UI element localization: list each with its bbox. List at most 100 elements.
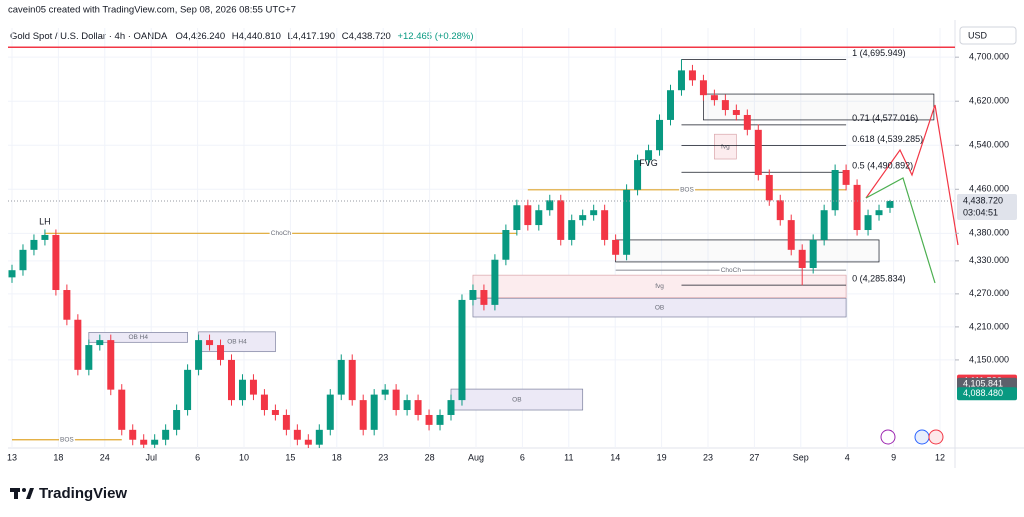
candle-body (546, 200, 554, 211)
ohlc-high: H4,440.810 (232, 31, 281, 42)
candle-body (875, 210, 883, 216)
countdown: 03:04:51 (963, 207, 998, 217)
price-badge (957, 193, 1017, 220)
candle-body (809, 239, 817, 268)
candle-body (776, 200, 784, 221)
candle-body (414, 400, 422, 415)
candle-body (19, 249, 27, 271)
candle-body (392, 389, 400, 411)
fib-label: 0.618 (4,539.285) (852, 134, 923, 144)
zone-label: fvg (721, 143, 730, 150)
candle-body (842, 170, 850, 185)
y-tick-label: 4,460.000 (969, 184, 1009, 194)
fib-label: 0 (4,285.834) (852, 274, 906, 284)
zone (714, 133, 737, 160)
currency-box[interactable] (959, 26, 1017, 45)
candle-body (151, 439, 159, 445)
candle-body (667, 90, 674, 120)
candle-body (359, 400, 367, 430)
candle-body (337, 359, 345, 395)
candle-body (765, 174, 773, 201)
flag-icon[interactable] (914, 429, 930, 445)
candle-body (502, 230, 510, 260)
candle-body (754, 129, 762, 175)
logo-part (22, 488, 26, 492)
zone-label: fvg (655, 283, 664, 290)
zone-label: OB (512, 396, 521, 403)
projection (865, 104, 959, 284)
candle-body (557, 200, 565, 240)
x-tick-label: 10 (239, 452, 249, 462)
logo-part (26, 488, 34, 499)
candle-body (381, 389, 389, 395)
candle-body (425, 414, 433, 425)
y-tick-label: 4,210.000 (969, 321, 1009, 331)
structure-label: ChoCh (721, 267, 742, 274)
price-badge-label: 4,088.480 (963, 388, 1003, 398)
symbol-line: Gold Spot / U.S. Dollar · 4h · OANDA O4,… (10, 31, 474, 42)
candle-body (721, 100, 729, 111)
candle-body (217, 345, 225, 360)
candle-body (348, 359, 356, 401)
x-tick-label: 27 (749, 452, 759, 462)
candle-body (107, 340, 115, 390)
candle-body (677, 70, 685, 91)
x-tick-label: 4 (845, 452, 850, 462)
x-tick-label: 23 (703, 452, 713, 462)
zone-label: OB (655, 304, 664, 311)
bearish-projection (865, 104, 959, 246)
y-tick-label: 4,620.000 (969, 96, 1009, 106)
candle-body (30, 239, 38, 250)
y-tick-label: 4,330.000 (969, 255, 1009, 265)
candle-body (74, 319, 82, 370)
candle-body (140, 439, 148, 445)
currency-label: USD (968, 30, 988, 40)
candle-body (590, 210, 598, 216)
candle-body (513, 205, 521, 231)
price-badge-label: 4,438.720 (963, 195, 1003, 205)
candle-body (293, 429, 301, 440)
candle-body (162, 429, 170, 440)
price-badge (957, 387, 1017, 401)
ohlc-close: C4,438.720 (342, 31, 391, 42)
x-tick-label: 9 (891, 452, 896, 462)
x-tick-label: 12 (935, 452, 945, 462)
flag-icon[interactable] (928, 429, 944, 445)
candle-body (96, 340, 104, 346)
candle-body (579, 215, 587, 221)
x-tick-label: 11 (564, 452, 573, 462)
x-tick-label: 18 (332, 452, 342, 462)
annotation: LH (39, 217, 51, 227)
x-tick-label: 15 (285, 452, 295, 462)
candle-body (699, 80, 707, 96)
structure-label: BOS (680, 187, 694, 194)
candle-body (886, 200, 894, 208)
candle-body (85, 345, 93, 370)
candle-body (831, 170, 839, 211)
y-tick-label: 4,270.000 (969, 288, 1009, 298)
candle-body (853, 184, 861, 231)
candle-body (469, 290, 477, 300)
candle-body (787, 220, 795, 250)
candle-body (820, 210, 828, 240)
candle-body (743, 114, 751, 130)
candle-body (271, 410, 279, 415)
candle-body (282, 414, 290, 430)
x-tick-label: Jul (145, 452, 157, 462)
candle-body (436, 414, 444, 425)
candle-body (238, 379, 246, 401)
y-tick-label: 4,540.000 (969, 140, 1009, 150)
x-tick-label: 18 (53, 452, 63, 462)
candle-body (228, 359, 235, 401)
candle-body (623, 189, 631, 255)
symbol: Gold Spot / U.S. Dollar · 4h · OANDA (10, 31, 168, 42)
alert-icon[interactable] (880, 429, 896, 445)
candle-body (249, 379, 257, 395)
candle-body (447, 400, 455, 415)
x-tick-label: 6 (195, 452, 200, 462)
candle-body (195, 340, 203, 370)
candle-body (798, 249, 806, 268)
